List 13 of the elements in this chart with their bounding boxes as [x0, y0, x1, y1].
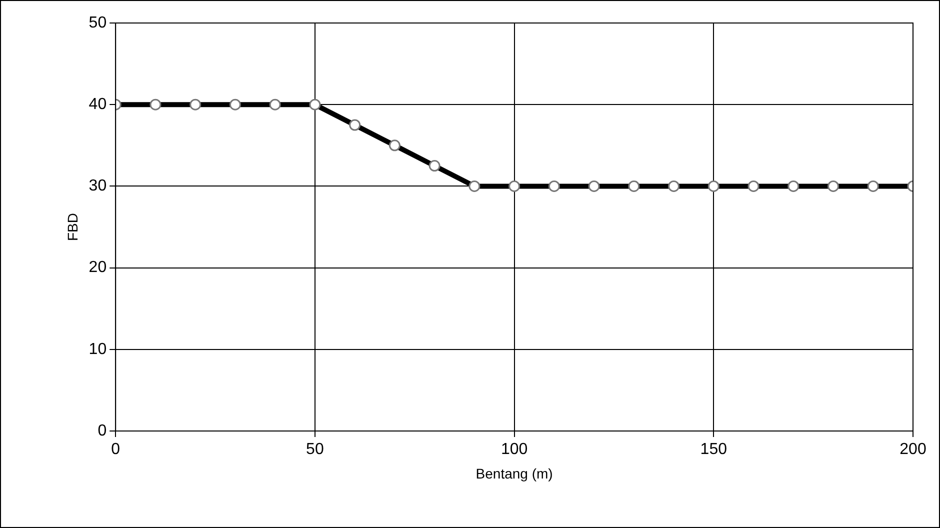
- x-tick-label: 200: [900, 441, 926, 458]
- x-axis-title: Bentang (m): [476, 465, 553, 482]
- y-tick-label: 50: [88, 14, 107, 32]
- x-tick-label: 150: [700, 441, 728, 458]
- y-tick-label: 30: [88, 178, 107, 195]
- y-tick-label: 10: [88, 340, 107, 358]
- y-tick-label: 20: [88, 259, 107, 276]
- x-tick-label: 50: [306, 441, 324, 458]
- y-tick-label: 40: [88, 96, 107, 114]
- y-tick-label: 0: [98, 422, 107, 440]
- x-tick-label: 100: [500, 441, 528, 458]
- x-tick-label: 0: [111, 441, 120, 458]
- y-axis-title: FBD: [64, 213, 80, 241]
